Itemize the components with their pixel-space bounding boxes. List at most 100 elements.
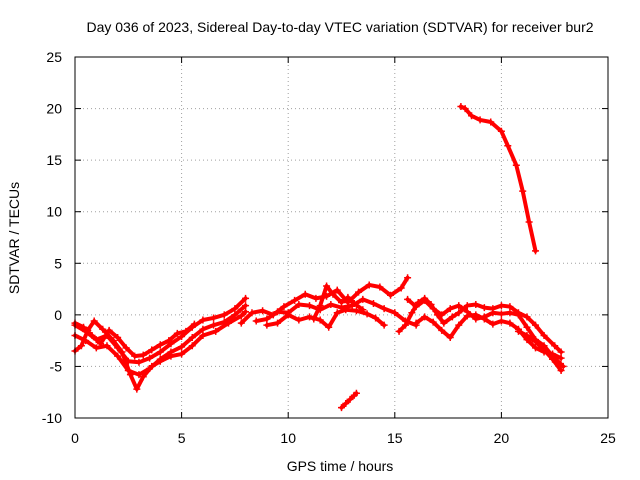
data-point xyxy=(497,127,505,135)
data-point xyxy=(248,309,256,317)
data-point xyxy=(103,342,111,350)
series-track-5 xyxy=(237,274,412,327)
x-tick-label: 20 xyxy=(494,430,510,446)
data-point xyxy=(316,302,324,310)
data-point xyxy=(242,308,250,316)
data-point xyxy=(438,311,446,319)
data-point xyxy=(291,296,299,304)
data-point xyxy=(188,342,196,350)
data-point xyxy=(448,313,456,321)
data-tracks xyxy=(71,103,567,412)
data-point xyxy=(77,342,85,350)
data-point xyxy=(363,310,371,318)
data-point xyxy=(263,321,271,329)
x-tick-label: 0 xyxy=(71,430,79,446)
data-point xyxy=(306,313,314,321)
data-point xyxy=(421,296,429,304)
data-point xyxy=(80,323,88,331)
series-track-9 xyxy=(338,389,360,412)
data-point xyxy=(372,314,380,322)
data-point xyxy=(489,320,497,328)
data-point xyxy=(210,314,218,322)
data-point xyxy=(126,371,134,379)
series-track-13 xyxy=(514,327,565,375)
data-point xyxy=(118,348,126,356)
y-tick-label: 20 xyxy=(46,101,62,117)
data-point xyxy=(210,321,218,329)
data-point xyxy=(497,317,505,325)
data-point xyxy=(99,325,107,333)
data-point xyxy=(139,351,147,359)
data-point xyxy=(506,319,514,327)
series-line xyxy=(311,283,365,321)
data-point xyxy=(446,305,454,313)
data-point xyxy=(199,325,207,333)
data-point xyxy=(90,317,98,325)
data-point xyxy=(369,300,377,308)
data-point xyxy=(178,343,186,351)
data-point xyxy=(359,306,367,314)
y-tick-label: -5 xyxy=(50,358,63,374)
data-point xyxy=(242,294,250,302)
data-point xyxy=(88,331,96,339)
data-point xyxy=(489,309,497,317)
data-point xyxy=(346,395,354,403)
data-point xyxy=(557,367,565,375)
data-point xyxy=(540,346,548,354)
data-point xyxy=(512,161,520,169)
x-tick-label: 5 xyxy=(178,430,186,446)
data-point xyxy=(532,321,540,329)
data-point xyxy=(242,302,250,310)
data-point xyxy=(352,307,360,315)
data-point xyxy=(401,321,409,329)
series-track-7 xyxy=(263,306,388,331)
data-point xyxy=(231,311,239,319)
data-point xyxy=(148,346,156,354)
data-point xyxy=(468,112,476,120)
data-point xyxy=(148,362,156,370)
data-point xyxy=(165,337,173,345)
data-point xyxy=(97,340,105,348)
data-point xyxy=(274,319,282,327)
data-point xyxy=(182,327,190,335)
data-point xyxy=(295,301,303,309)
y-tick-label: 15 xyxy=(46,152,62,168)
data-point xyxy=(440,319,448,327)
data-point xyxy=(359,295,367,303)
data-point xyxy=(557,354,565,362)
data-point xyxy=(316,316,324,324)
data-point xyxy=(497,310,505,318)
data-point xyxy=(497,302,505,310)
data-point xyxy=(156,348,164,356)
data-point xyxy=(105,326,113,334)
data-point xyxy=(523,323,531,331)
x-axis-label: GPS time / hours xyxy=(287,458,394,474)
data-point xyxy=(532,344,540,352)
data-point xyxy=(333,286,341,294)
data-point xyxy=(472,301,480,309)
data-point xyxy=(122,344,130,352)
data-point xyxy=(325,323,333,331)
data-point xyxy=(412,303,420,311)
y-tick-label: 0 xyxy=(54,307,62,323)
data-point xyxy=(551,342,559,350)
data-point xyxy=(455,302,463,310)
data-point xyxy=(344,293,352,301)
data-point xyxy=(167,352,175,360)
data-point xyxy=(139,373,147,381)
data-point xyxy=(429,305,437,313)
data-point xyxy=(387,291,395,299)
data-point xyxy=(188,334,196,342)
y-tick-label: 5 xyxy=(54,255,62,271)
data-point xyxy=(376,283,384,291)
data-point xyxy=(557,348,565,356)
data-point xyxy=(457,103,465,111)
data-point xyxy=(199,316,207,324)
data-point xyxy=(549,355,557,363)
data-point xyxy=(342,306,350,314)
data-point xyxy=(263,315,271,323)
data-point xyxy=(327,301,335,309)
data-point xyxy=(333,309,341,317)
data-point xyxy=(395,327,403,335)
